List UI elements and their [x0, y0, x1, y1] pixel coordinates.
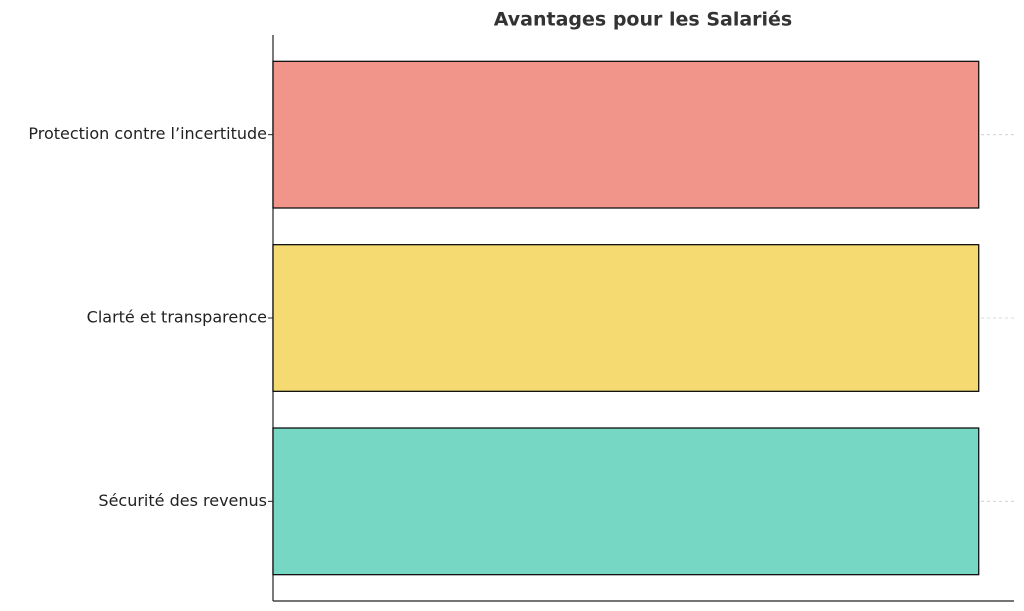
bar [272, 427, 980, 576]
y-tick-label: Clarté et transparence [87, 308, 267, 327]
y-tick-label: Sécurité des revenus [98, 491, 267, 510]
bar [272, 60, 980, 209]
y-tick-label: Protection contre l’incertitude [28, 124, 267, 143]
chart-title: Avantages pour les Salariés [494, 9, 792, 31]
bar [272, 244, 980, 392]
